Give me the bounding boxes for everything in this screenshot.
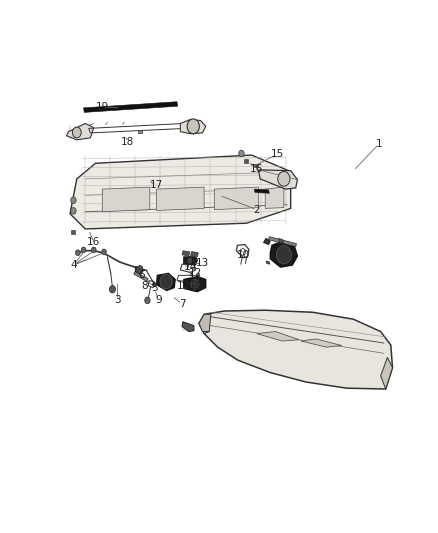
Polygon shape (301, 339, 342, 347)
Polygon shape (264, 238, 270, 245)
Text: 15: 15 (270, 149, 284, 159)
Polygon shape (191, 252, 198, 257)
Text: 11: 11 (189, 280, 202, 290)
Circle shape (187, 119, 199, 134)
Text: 9: 9 (155, 295, 162, 305)
Polygon shape (258, 170, 297, 189)
Circle shape (160, 274, 172, 289)
Text: 5: 5 (152, 282, 158, 293)
Polygon shape (381, 358, 392, 389)
Text: 12: 12 (177, 280, 191, 290)
Text: 2: 2 (254, 205, 260, 215)
Text: 16: 16 (250, 164, 263, 174)
Text: 12: 12 (189, 268, 202, 278)
Polygon shape (184, 257, 197, 265)
Text: 4: 4 (70, 260, 77, 270)
Polygon shape (71, 230, 75, 235)
Polygon shape (134, 272, 148, 281)
Polygon shape (152, 282, 157, 286)
Polygon shape (265, 187, 284, 208)
Circle shape (145, 297, 150, 304)
Circle shape (81, 247, 86, 253)
Circle shape (71, 197, 76, 204)
Circle shape (71, 207, 76, 214)
Polygon shape (135, 266, 143, 274)
Polygon shape (214, 187, 258, 209)
Polygon shape (199, 310, 392, 389)
Text: 10: 10 (237, 250, 250, 260)
Polygon shape (257, 332, 299, 341)
Polygon shape (244, 159, 248, 163)
Polygon shape (139, 265, 143, 269)
Text: 14: 14 (184, 262, 197, 272)
Polygon shape (67, 124, 94, 140)
Circle shape (187, 257, 193, 264)
Polygon shape (138, 130, 142, 133)
Polygon shape (180, 119, 206, 134)
Text: 8: 8 (141, 280, 148, 290)
Polygon shape (156, 187, 204, 211)
Circle shape (110, 286, 116, 293)
Circle shape (92, 247, 96, 253)
Circle shape (137, 267, 141, 273)
Text: 7: 7 (179, 299, 185, 309)
Text: 6: 6 (138, 270, 145, 280)
Polygon shape (182, 251, 190, 256)
Circle shape (72, 127, 81, 138)
Polygon shape (102, 187, 150, 212)
Circle shape (276, 246, 291, 264)
Text: 1: 1 (376, 139, 382, 149)
Circle shape (239, 150, 244, 157)
Circle shape (75, 250, 80, 256)
Circle shape (278, 172, 290, 186)
Text: 16: 16 (87, 238, 100, 247)
Polygon shape (199, 320, 209, 334)
Text: 19: 19 (95, 102, 109, 112)
Polygon shape (270, 241, 297, 267)
Polygon shape (279, 238, 283, 243)
Polygon shape (254, 189, 269, 193)
Polygon shape (182, 322, 194, 332)
Text: 14: 14 (189, 273, 202, 283)
Polygon shape (184, 277, 206, 292)
Polygon shape (268, 237, 297, 247)
Text: 3: 3 (114, 295, 121, 305)
Polygon shape (254, 164, 258, 167)
Text: 17: 17 (150, 180, 163, 190)
Polygon shape (266, 261, 270, 264)
Circle shape (102, 249, 106, 255)
Text: 18: 18 (121, 137, 134, 147)
Circle shape (191, 279, 199, 289)
Text: 13: 13 (196, 258, 209, 268)
Polygon shape (156, 273, 175, 290)
Polygon shape (70, 155, 291, 229)
Polygon shape (199, 314, 211, 332)
Polygon shape (84, 102, 178, 112)
